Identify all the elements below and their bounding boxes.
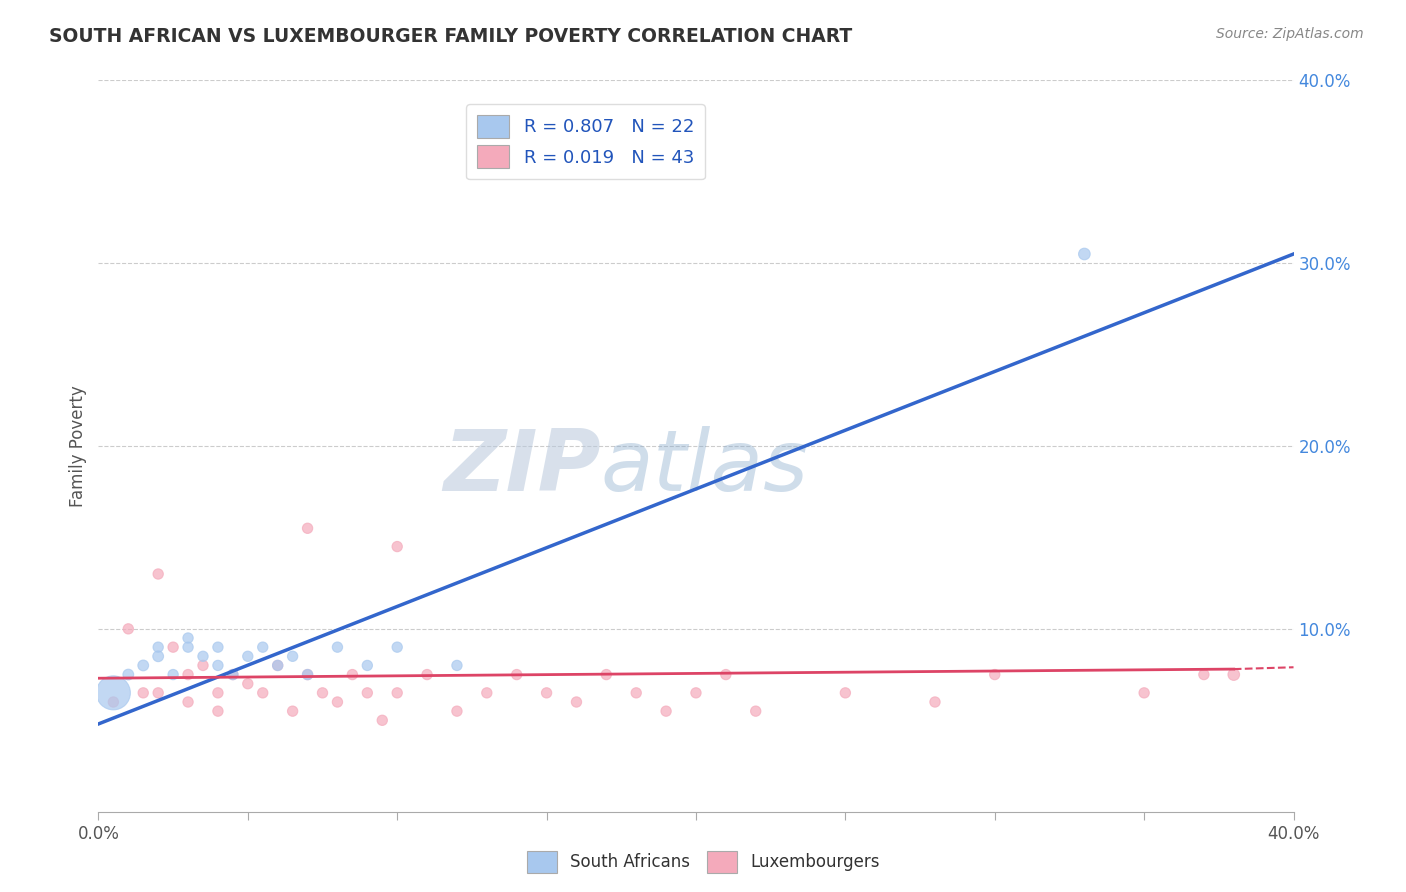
Y-axis label: Family Poverty: Family Poverty [69,385,87,507]
Point [117,667,139,681]
Point [446,704,468,718]
Point [506,667,529,681]
Point [371,714,394,728]
Point [356,658,378,673]
Point [326,640,349,655]
Point [1073,247,1095,261]
Point [326,695,349,709]
Point [148,649,170,664]
Point [297,667,319,681]
Point [626,686,648,700]
Point [385,540,409,554]
Point [177,631,200,645]
Point [984,667,1007,681]
Point [595,667,617,681]
Point [714,667,737,681]
Text: SOUTH AFRICAN VS LUXEMBOURGER FAMILY POVERTY CORRELATION CHART: SOUTH AFRICAN VS LUXEMBOURGER FAMILY POV… [49,27,852,45]
Point [297,521,319,535]
Point [236,676,259,690]
Point [536,686,558,700]
Point [207,640,229,655]
Point [1192,667,1215,681]
Point [385,686,409,700]
Point [148,686,170,700]
Point [177,640,200,655]
Point [222,667,245,681]
Point [281,704,304,718]
Point [207,686,229,700]
Text: ZIP: ZIP [443,426,600,509]
Legend: South Africans, Luxembourgers: South Africans, Luxembourgers [520,845,886,880]
Text: Source: ZipAtlas.com: Source: ZipAtlas.com [1216,27,1364,41]
Point [103,695,125,709]
Point [924,695,946,709]
Point [207,704,229,718]
Point [342,667,364,681]
Point [267,658,290,673]
Point [177,667,200,681]
Point [834,686,856,700]
Point [236,649,259,664]
Point [565,695,588,709]
Point [1223,667,1246,681]
Point [177,695,200,709]
Point [655,704,678,718]
Point [685,686,707,700]
Point [252,686,274,700]
Point [311,686,333,700]
Point [191,649,214,664]
Point [385,640,409,655]
Point [148,567,170,582]
Point [207,658,229,673]
Point [356,686,378,700]
Point [117,622,139,636]
Point [267,658,290,673]
Point [162,640,184,655]
Point [281,649,304,664]
Text: atlas: atlas [600,426,808,509]
Point [252,640,274,655]
Point [103,686,125,700]
Point [416,667,439,681]
Point [446,658,468,673]
Point [191,658,214,673]
Point [222,667,245,681]
Point [297,667,319,681]
Point [148,640,170,655]
Point [1133,686,1156,700]
Point [162,667,184,681]
Legend: R = 0.807   N = 22, R = 0.019   N = 43: R = 0.807 N = 22, R = 0.019 N = 43 [465,104,704,179]
Point [132,686,155,700]
Point [745,704,768,718]
Point [132,658,155,673]
Point [475,686,498,700]
